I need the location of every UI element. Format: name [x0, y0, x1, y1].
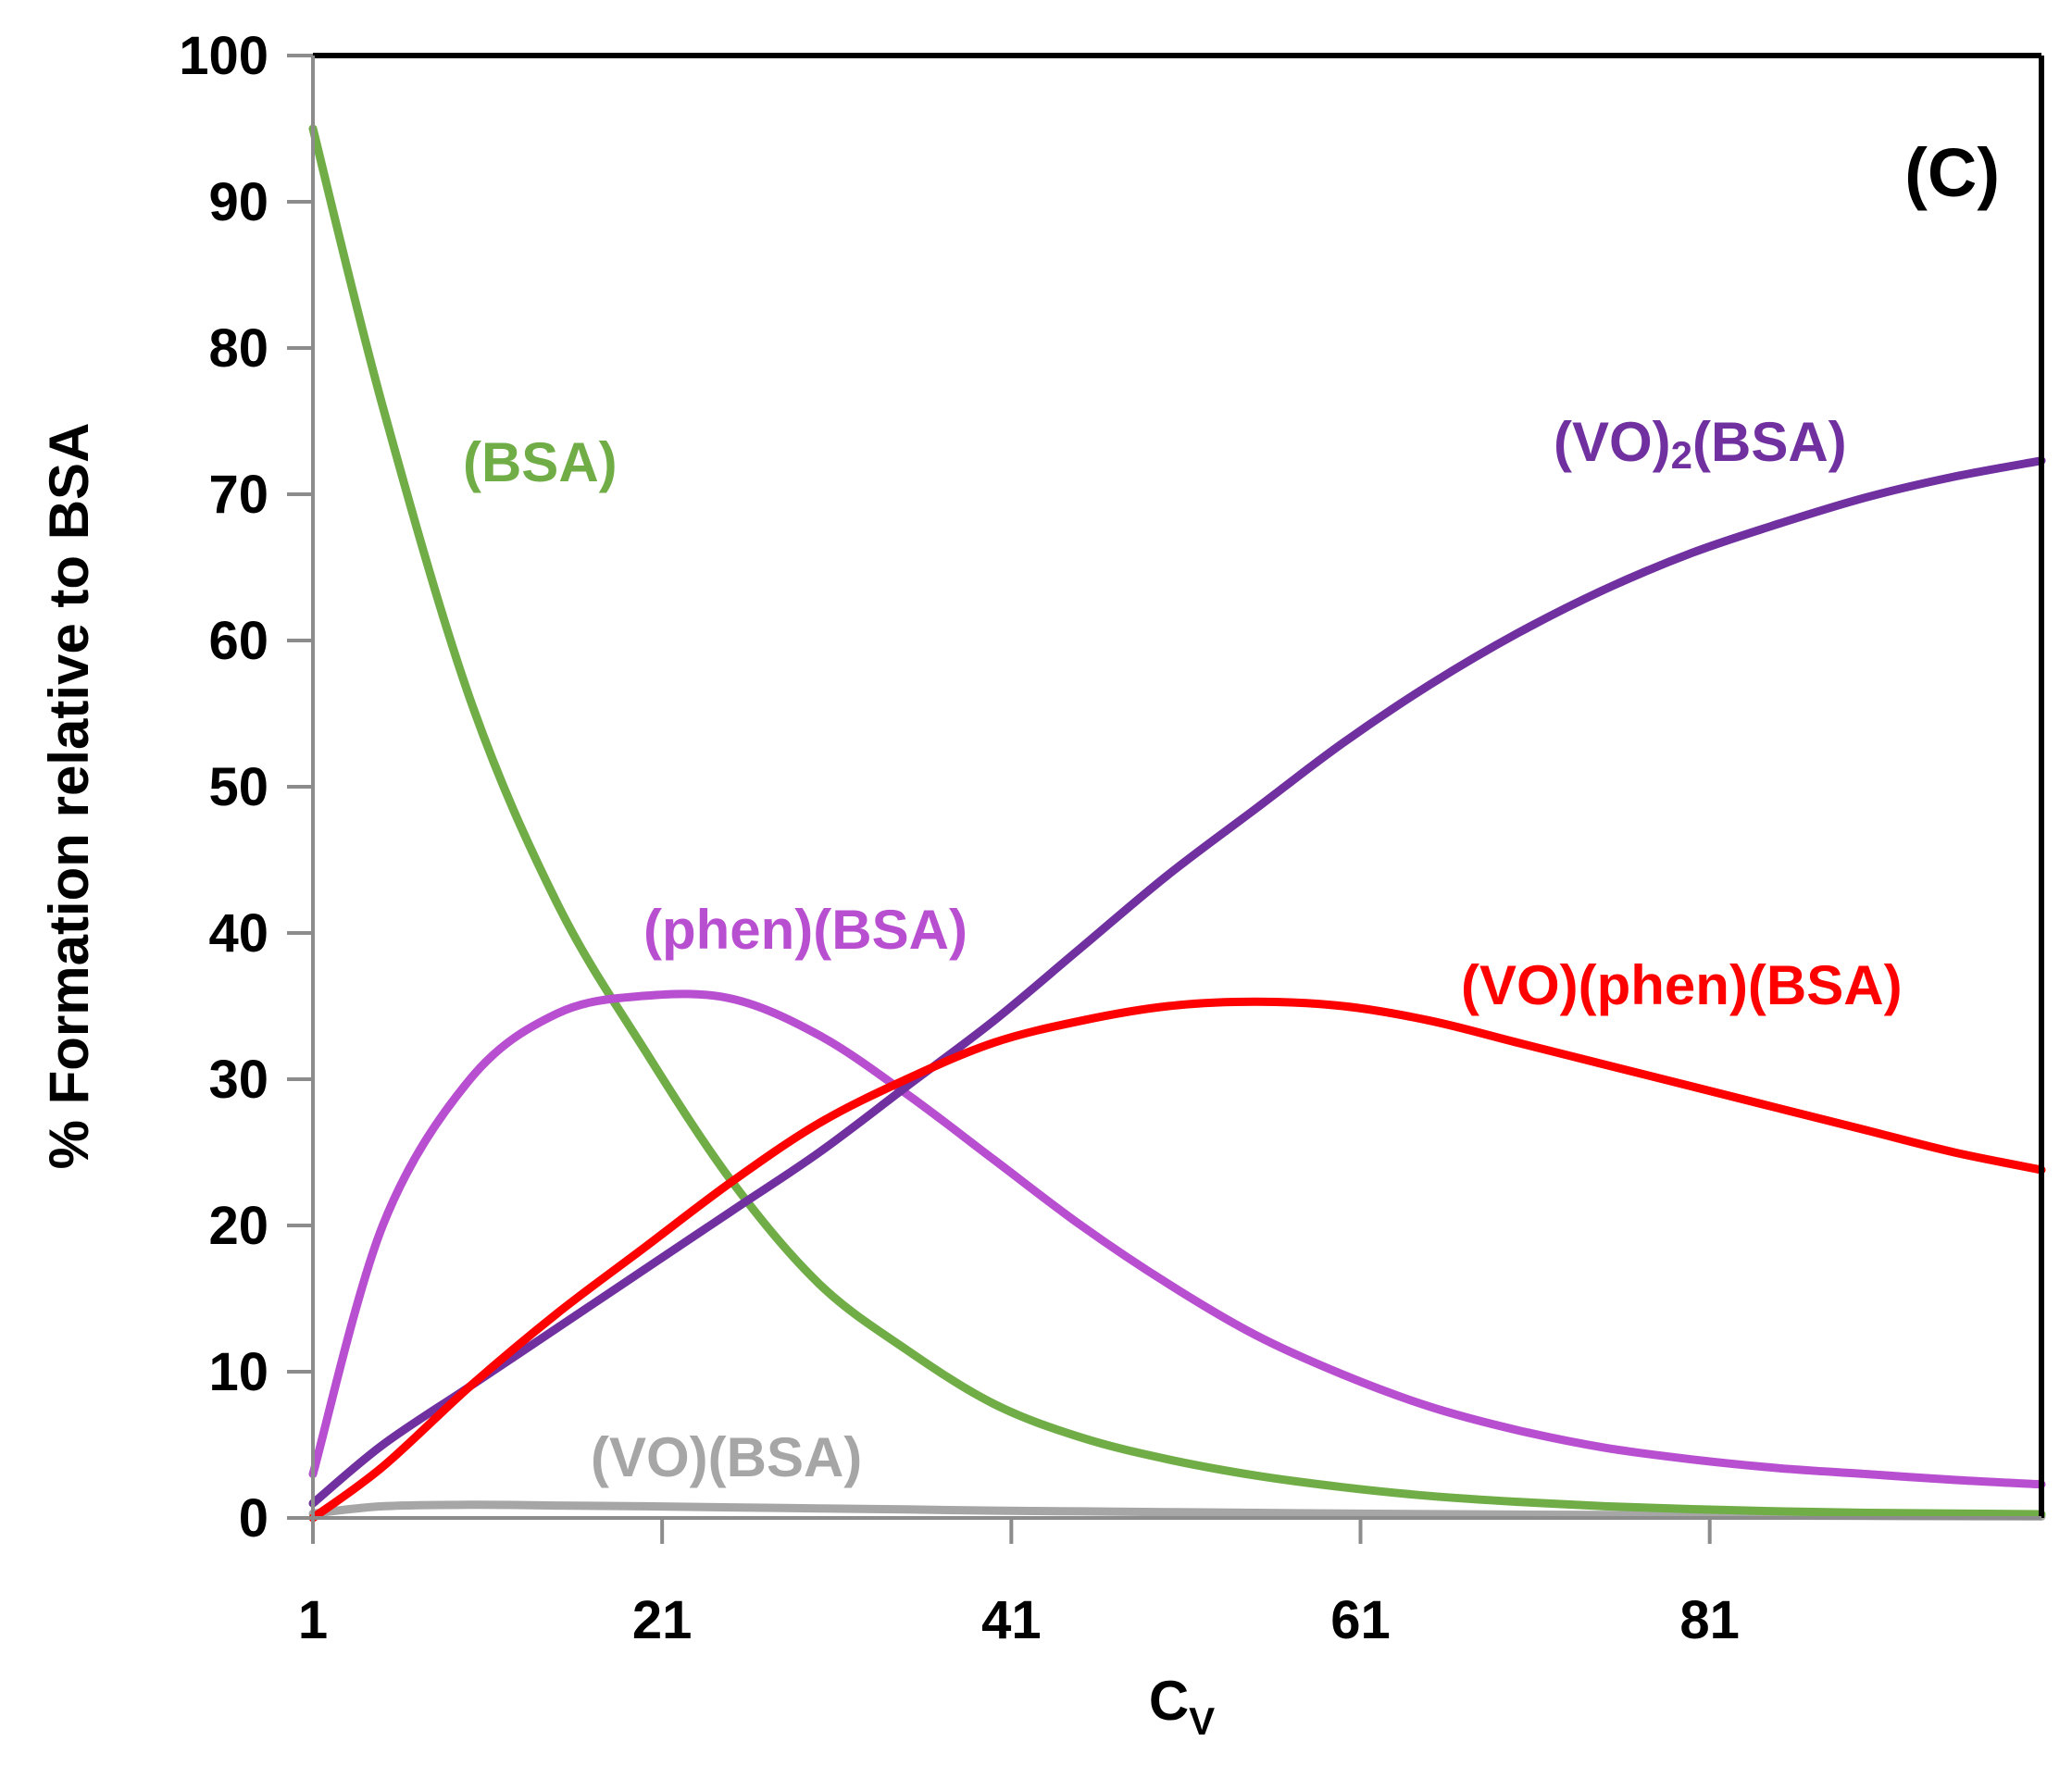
x-axis-title: CV — [1149, 1670, 1215, 1743]
y-tick-label: 90 — [208, 172, 268, 232]
x-tick-label: 1 — [298, 1590, 328, 1650]
series-layer — [308, 124, 2046, 1523]
y-tick-label: 20 — [208, 1196, 268, 1256]
series-label-vo2-main: (VO) — [1554, 411, 1671, 473]
series-line-vo-phen-bsa — [308, 997, 2046, 1523]
y-tick-label: 40 — [208, 903, 268, 964]
series-line-phen-bsa — [308, 989, 2046, 1489]
y-tick-label: 80 — [208, 318, 268, 379]
y-axis-title: % Formation relative to BSA — [38, 423, 100, 1170]
y-tick-label: 0 — [239, 1488, 268, 1548]
x-tick-label: 41 — [981, 1590, 1042, 1650]
series-line-vo-2-bsa — [308, 456, 2046, 1508]
series-label-vo2-bsa: (VO)2(BSA) — [1554, 411, 1847, 477]
y-tick-label: 70 — [208, 465, 268, 525]
y-tick-label: 60 — [208, 611, 268, 671]
y-tick-label: 50 — [208, 757, 268, 817]
y-tick-label: 10 — [208, 1342, 268, 1402]
y-tick-label: 30 — [208, 1050, 268, 1110]
series-line-vo-bsa — [308, 1500, 2046, 1521]
labels-layer: CV% Formation relative to BSA(C)(BSA) (VO… — [38, 134, 2000, 1743]
x-tick-label: 81 — [1679, 1590, 1740, 1650]
series-label-vo2-suffix: (BSA) — [1692, 411, 1847, 473]
series-label-vo-phen-bsa: (VO)(phen)(BSA) — [1461, 954, 1903, 1016]
series-line-bsa — [308, 124, 2046, 1519]
series-label-vo2-sub: 2 — [1671, 433, 1692, 477]
series-label-vo-bsa: (VO)(BSA) — [591, 1426, 862, 1488]
y-tick-label: 100 — [179, 26, 268, 86]
panel-label: (C) — [1904, 134, 2000, 211]
x-axis-title-main: C — [1149, 1670, 1189, 1732]
x-tick-label: 21 — [632, 1590, 693, 1650]
x-axis-title-sub: V — [1189, 1699, 1215, 1743]
series-label-phen-bsa: (phen)(BSA) — [643, 899, 967, 961]
series-label-bsa: (BSA) — [463, 431, 618, 493]
x-tick-label: 61 — [1330, 1590, 1391, 1650]
axes-layer: 0 10 20 30 40 50 60 70 80 90 100 1 21 41 61 81 — [179, 26, 2044, 1650]
